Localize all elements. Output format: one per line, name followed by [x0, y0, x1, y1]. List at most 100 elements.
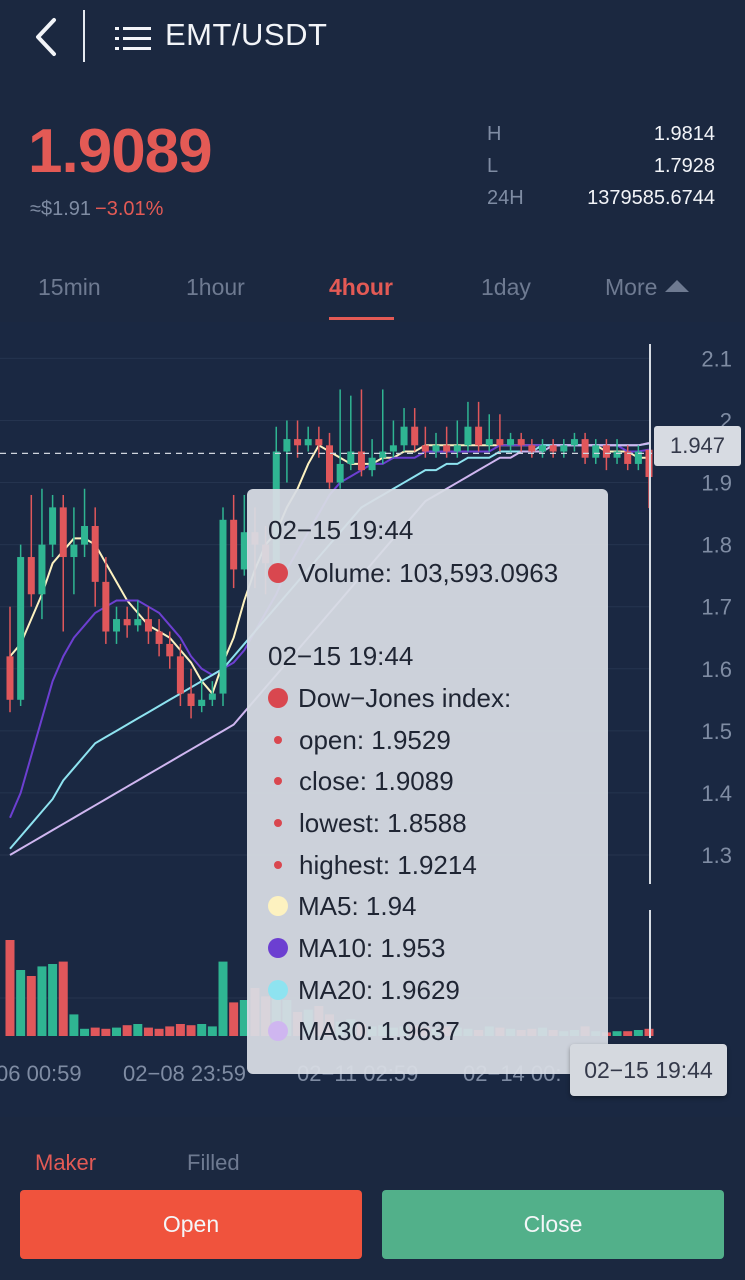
price-stats: H 1.9814 L 1.7928 24H 1379585.6744 [455, 118, 715, 214]
candle-body [400, 426, 408, 446]
ma5-dot-icon [268, 896, 288, 916]
volume-bar [80, 1028, 90, 1036]
back-arrow-icon[interactable] [28, 14, 68, 60]
volume-bar [58, 961, 68, 1036]
candle-body [304, 439, 312, 446]
candle-body [421, 445, 429, 452]
header-divider [83, 10, 85, 62]
y-tick-label: 1.9 [701, 471, 732, 496]
tab-more[interactable]: More [605, 274, 690, 301]
tab-1hour[interactable]: 1hour [186, 274, 245, 300]
candle-body [230, 519, 238, 570]
volume-bar [612, 1031, 622, 1036]
triangle-up-icon [665, 280, 690, 292]
volume-bar [26, 976, 36, 1036]
current-price-tag: 1.947 [654, 426, 741, 466]
y-tick-label: 1.5 [701, 719, 732, 744]
candle-body [496, 439, 504, 446]
candle-body [357, 451, 365, 471]
tooltip-ma20: MA20: 1.9629 [268, 973, 460, 1007]
volume-bar [197, 1024, 207, 1036]
tab-4hour[interactable]: 4hour [329, 274, 393, 300]
y-tick-label: 2.1 [701, 346, 732, 371]
volume-bar [154, 1028, 164, 1036]
candle-body [17, 557, 25, 700]
candle-body [155, 631, 163, 644]
tooltip-ma10: MA10: 1.953 [268, 931, 445, 965]
volume-bar [5, 940, 15, 1036]
candle-body [240, 532, 248, 570]
candle-body [81, 526, 89, 545]
bullet-icon [274, 861, 282, 869]
tab-maker[interactable]: Maker [35, 1150, 97, 1175]
chart-tooltip: 02−15 19:44 Volume: 103,593.0963 02−15 1… [247, 489, 608, 1074]
volume-bar [165, 1026, 175, 1036]
candle-body [517, 439, 525, 446]
tooltip-time-2: 02−15 19:44 [268, 641, 414, 671]
candle-body [208, 693, 216, 700]
volume-bar [16, 970, 26, 1036]
close-button[interactable]: Close [382, 1190, 724, 1259]
ma20-dot-icon [268, 980, 288, 1000]
last-price: 1.9089 [28, 117, 213, 186]
y-tick-label: 1.4 [701, 781, 732, 806]
interval-tabs: 15min 1hour 4hour 1day More [0, 262, 745, 322]
open-button[interactable]: Open [20, 1190, 362, 1259]
volume-bar [623, 1031, 633, 1036]
tooltip-time: 02−15 19:44 [268, 515, 414, 545]
candle-body [38, 544, 46, 595]
candle-body [570, 439, 578, 446]
candle-body [592, 445, 600, 458]
candle-body [443, 445, 451, 452]
active-tab-indicator [329, 317, 394, 320]
x-tick-label: 02−08 23:59 [123, 1061, 246, 1086]
pair-title[interactable]: EMT/USDT [165, 17, 328, 52]
candle-body [368, 457, 376, 471]
candle-body [336, 463, 344, 483]
volume-bar [37, 966, 47, 1036]
tab-15min[interactable]: 15min [38, 274, 101, 300]
tab-1day[interactable]: 1day [481, 274, 531, 300]
orders-tabs: Maker Filled [0, 1132, 745, 1175]
candle-body [485, 439, 493, 446]
tab-filled[interactable]: Filled [187, 1150, 240, 1175]
candle-body [113, 619, 120, 632]
volume-bar [48, 964, 58, 1036]
candle-body [389, 445, 397, 452]
tooltip-open: open: 1.9529 [268, 723, 451, 757]
tooltip-lowest: lowest: 1.8588 [268, 806, 467, 840]
volume-bar [207, 1026, 217, 1036]
candle-body [613, 451, 621, 458]
candle-body [219, 519, 227, 694]
change-percent: −3.01% [95, 198, 164, 220]
candle-body [634, 451, 642, 464]
y-tick-label: 1.7 [701, 595, 732, 620]
stat-high: H 1.9814 [487, 123, 715, 145]
candle-body [134, 619, 142, 626]
volume-bar [186, 1025, 196, 1036]
y-tick-label: 1.6 [701, 657, 732, 682]
volume-bar [133, 1024, 143, 1036]
tooltip-highest: highest: 1.9214 [268, 848, 477, 882]
volume-bar [175, 1024, 185, 1036]
candle-body [560, 445, 568, 452]
top-bar: EMT/USDT [0, 0, 745, 75]
candle-body [102, 581, 110, 632]
volume-bar [218, 961, 228, 1036]
candle-body [70, 544, 78, 558]
candle-body [187, 693, 195, 706]
price-sub: ≈$1.91 −3.01% [30, 198, 163, 221]
tooltip-index: Dow−Jones index: [268, 681, 511, 715]
bullet-icon [274, 777, 282, 785]
bullet-icon [274, 736, 282, 744]
volume-bar [122, 1025, 132, 1036]
candle-body [549, 445, 557, 452]
volume-bar [112, 1027, 121, 1036]
candle-body [283, 439, 291, 452]
volume-dot-icon [268, 563, 288, 583]
candle-body [27, 557, 35, 595]
candle-body [176, 656, 184, 694]
menu-icon[interactable] [113, 24, 153, 54]
usd-equivalent: ≈$1.91 [30, 198, 92, 220]
bullet-icon [274, 819, 282, 827]
